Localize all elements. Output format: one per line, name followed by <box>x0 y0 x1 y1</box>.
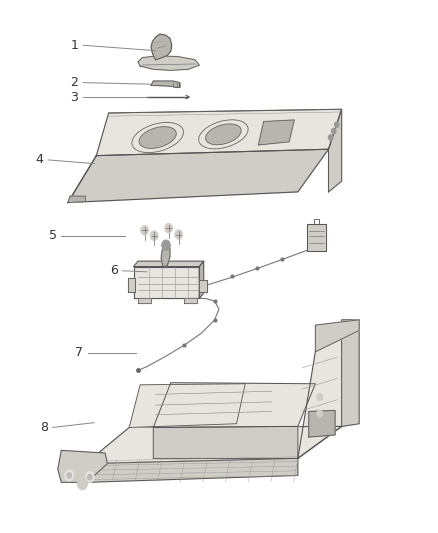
Circle shape <box>317 393 323 401</box>
Circle shape <box>77 477 88 490</box>
Polygon shape <box>96 109 342 156</box>
Polygon shape <box>184 298 197 303</box>
Polygon shape <box>199 280 207 292</box>
Polygon shape <box>85 426 342 464</box>
Text: 1: 1 <box>71 39 78 52</box>
Circle shape <box>335 122 339 127</box>
Circle shape <box>87 474 92 480</box>
Circle shape <box>65 470 74 481</box>
Circle shape <box>162 240 170 251</box>
Ellipse shape <box>205 124 241 145</box>
Polygon shape <box>85 458 298 482</box>
Circle shape <box>141 225 148 235</box>
Text: 7: 7 <box>75 346 83 359</box>
Polygon shape <box>128 278 135 292</box>
Polygon shape <box>315 320 359 352</box>
Circle shape <box>317 410 323 417</box>
Text: 4: 4 <box>35 154 43 166</box>
Polygon shape <box>68 149 328 203</box>
Polygon shape <box>199 261 204 298</box>
Circle shape <box>85 472 94 482</box>
Polygon shape <box>151 81 180 87</box>
Polygon shape <box>129 384 245 427</box>
Polygon shape <box>134 266 199 298</box>
Polygon shape <box>58 450 107 482</box>
Polygon shape <box>153 383 315 427</box>
Text: 8: 8 <box>40 421 48 434</box>
Polygon shape <box>342 320 359 426</box>
Polygon shape <box>151 34 172 60</box>
Text: 5: 5 <box>49 229 57 242</box>
Text: 2: 2 <box>71 76 78 89</box>
Polygon shape <box>328 109 342 192</box>
Ellipse shape <box>139 127 176 148</box>
Polygon shape <box>298 320 359 458</box>
Polygon shape <box>134 261 204 266</box>
Text: 3: 3 <box>71 91 78 103</box>
Polygon shape <box>153 426 298 458</box>
Circle shape <box>328 135 333 140</box>
Polygon shape <box>258 120 294 145</box>
Circle shape <box>67 472 72 479</box>
Polygon shape <box>161 244 170 266</box>
Circle shape <box>150 231 158 240</box>
Circle shape <box>165 223 173 233</box>
Polygon shape <box>138 56 199 70</box>
Circle shape <box>175 230 183 239</box>
Circle shape <box>332 128 336 134</box>
Polygon shape <box>309 410 335 437</box>
Polygon shape <box>307 224 326 251</box>
Polygon shape <box>138 298 151 303</box>
Text: 6: 6 <box>110 264 118 277</box>
Polygon shape <box>68 196 85 203</box>
